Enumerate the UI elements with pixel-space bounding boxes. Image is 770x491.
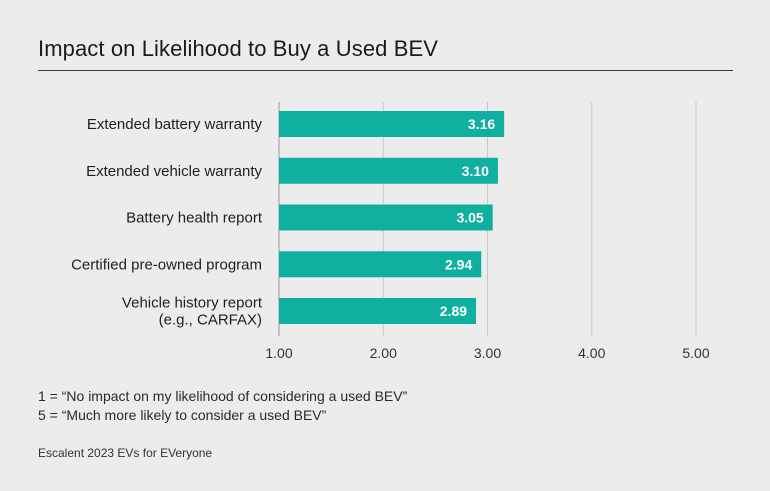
bar-value-label: 3.10 [462, 163, 489, 179]
scale-note-low: 1 = “No impact on my likelihood of consi… [38, 388, 408, 404]
title-divider [38, 70, 733, 71]
x-tick-label: 1.00 [265, 345, 292, 361]
bar [279, 157, 498, 184]
category-label: Battery health report [126, 210, 263, 227]
x-tick-label: 4.00 [578, 345, 605, 361]
bar-value-label: 2.89 [440, 303, 467, 319]
x-tick-label: 5.00 [682, 345, 709, 361]
category-label: Certified pre-owned program [71, 256, 262, 273]
bar [279, 111, 505, 137]
category-label: Extended vehicle warranty [86, 163, 262, 180]
category-label: (e.g., CARFAX) [159, 312, 262, 329]
source-note: Escalent 2023 EVs for EVeryone [38, 446, 213, 460]
bar [279, 204, 493, 231]
x-tick-label: 3.00 [474, 345, 501, 361]
x-tick-label: 2.00 [370, 345, 397, 361]
bar-value-label: 3.16 [468, 116, 495, 132]
chart-title: Impact on Likelihood to Buy a Used BEV [38, 36, 439, 61]
bar-value-label: 3.05 [456, 210, 483, 226]
bar-value-label: 2.94 [445, 256, 472, 272]
bar [279, 251, 482, 278]
bar [279, 298, 477, 324]
category-label: Vehicle history report [122, 295, 263, 312]
category-label: Extended battery warranty [87, 116, 263, 133]
scale-note-high: 5 = “Much more likely to consider a used… [38, 407, 327, 423]
